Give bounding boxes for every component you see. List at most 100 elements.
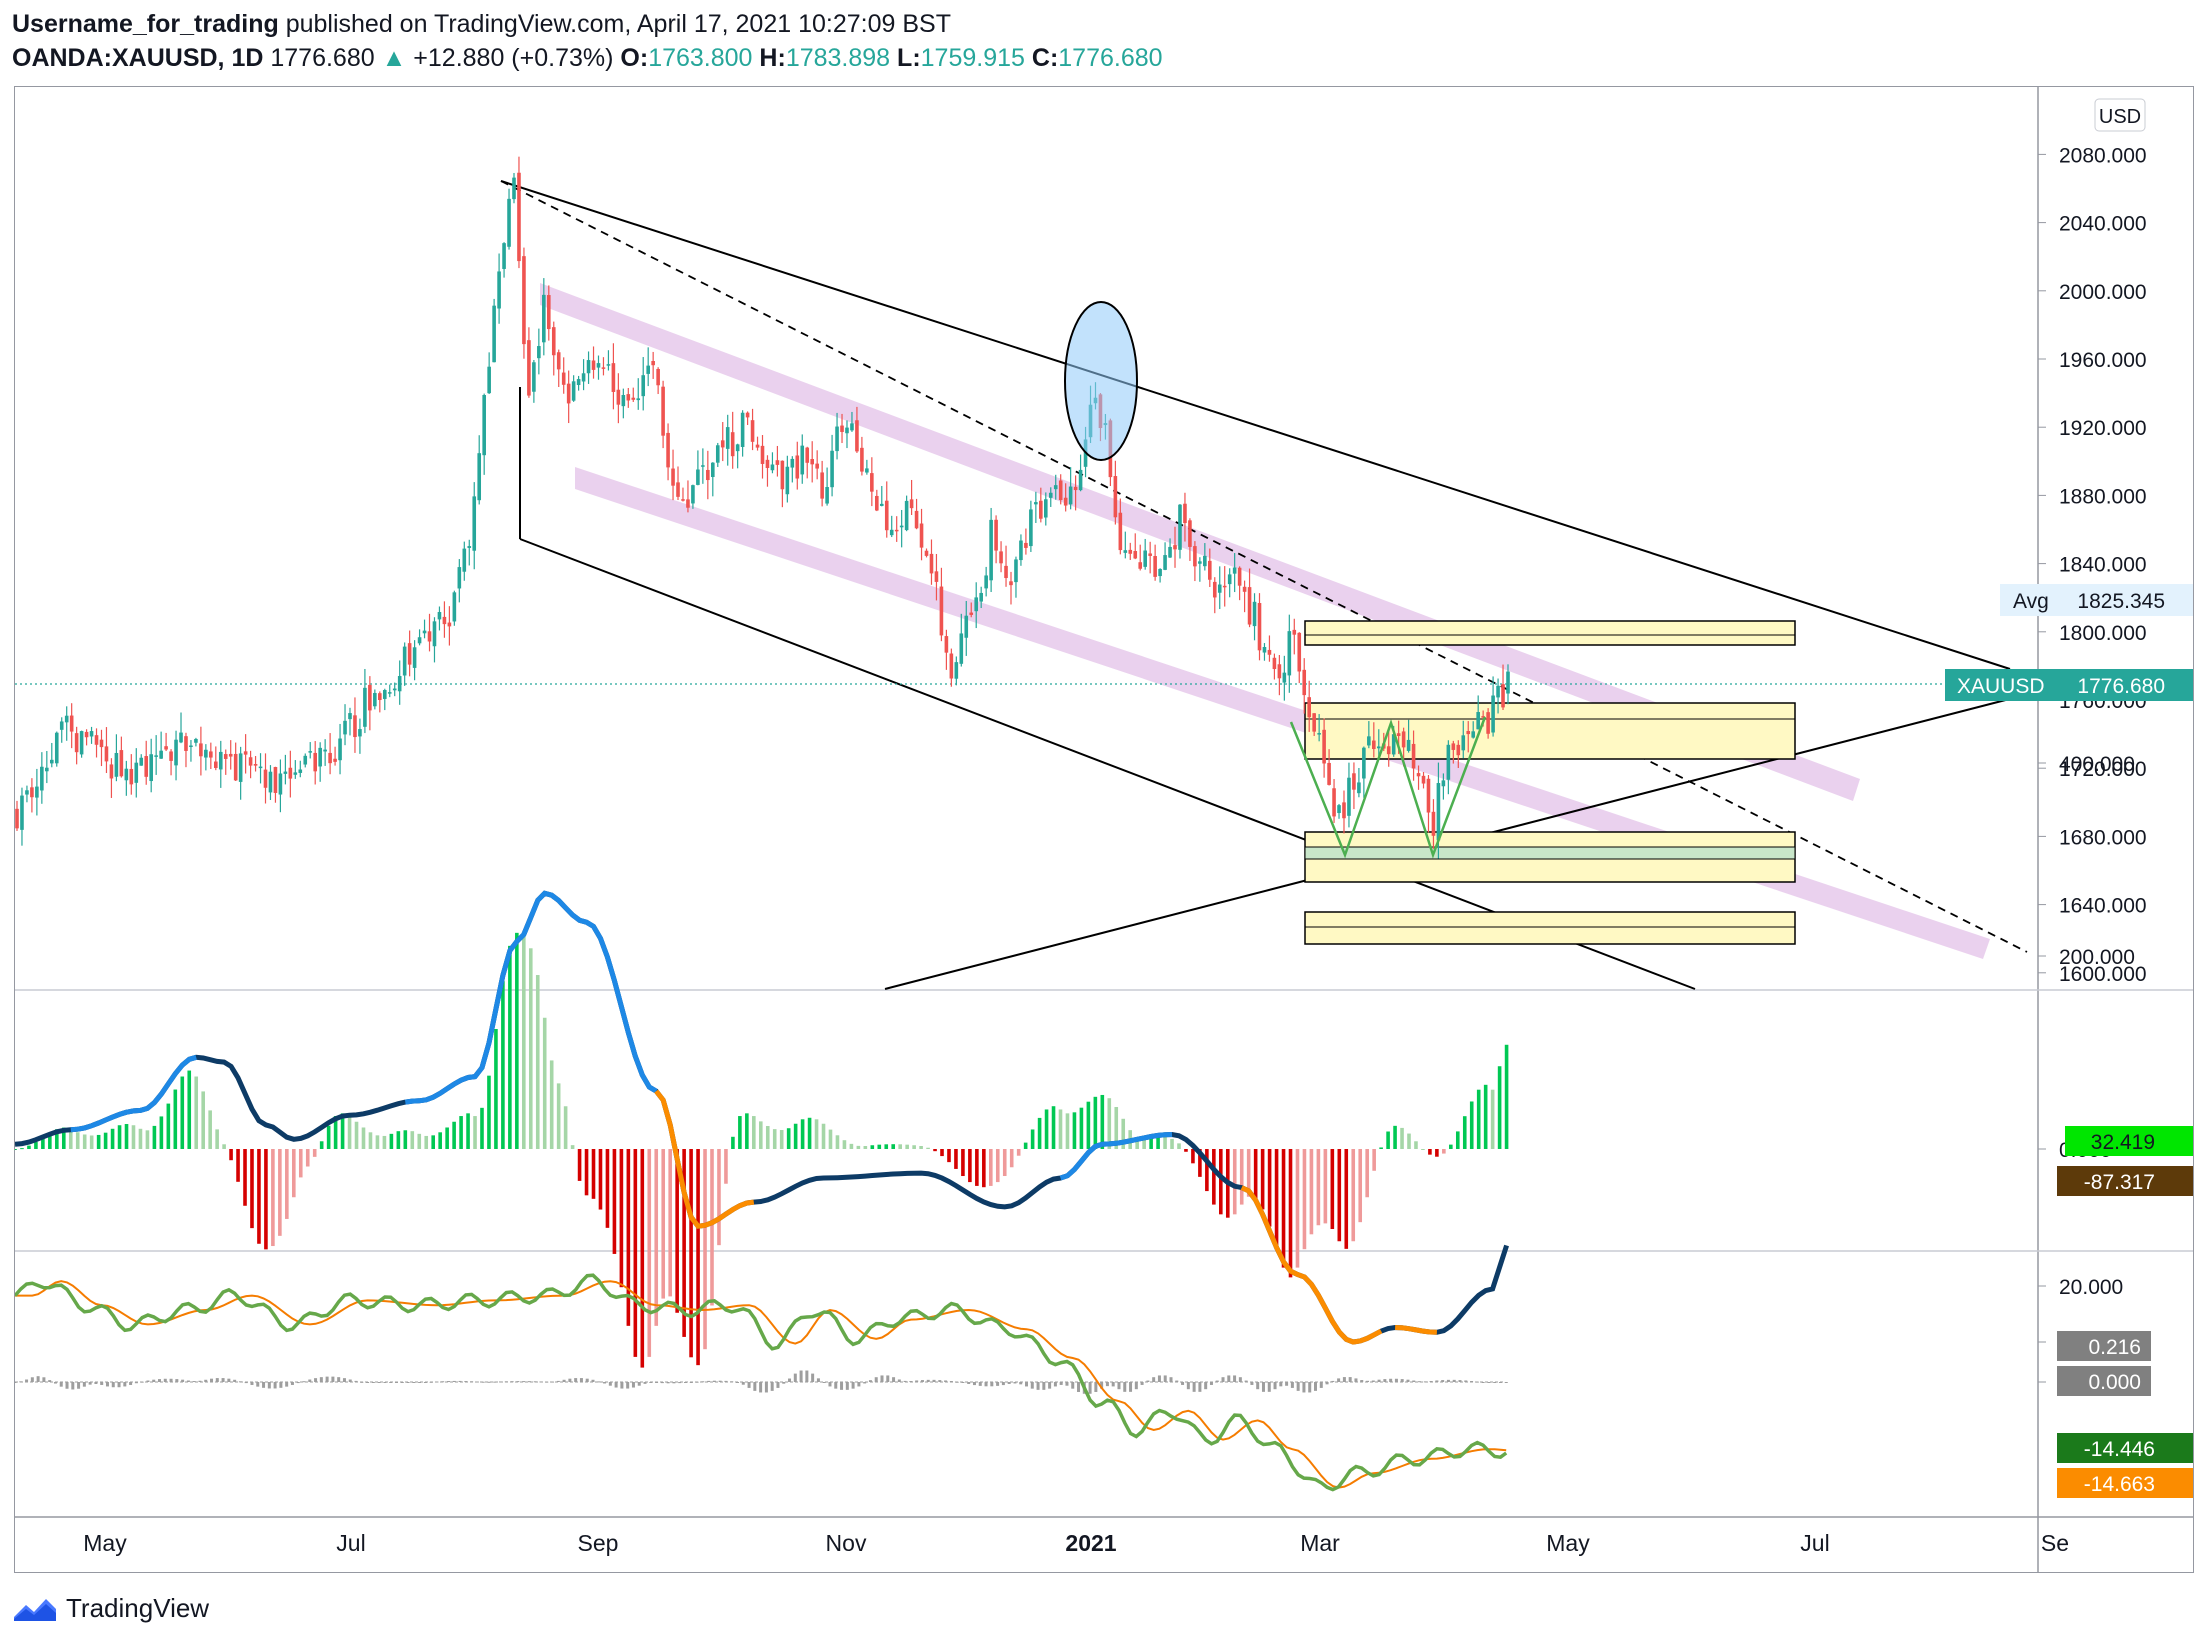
osc-hist-bar	[1371, 1380, 1375, 1382]
candle-body	[1043, 499, 1048, 518]
osc-hist-bar	[863, 1382, 867, 1384]
candle-body	[1188, 520, 1192, 547]
author-name[interactable]: Username_for_trading	[12, 10, 279, 38]
osc-hist-bar	[741, 1382, 745, 1385]
candle-body	[546, 295, 551, 330]
macd-hist-bar	[563, 1106, 568, 1149]
osc-hist-bar	[793, 1373, 797, 1382]
candle-body	[1506, 671, 1510, 694]
macd-hist-bar	[1239, 1149, 1244, 1205]
candle-body	[392, 688, 397, 691]
macd-hist-bar	[1205, 1149, 1209, 1192]
osc-hist-bar	[1418, 1381, 1422, 1383]
macd-hist-bar	[1428, 1149, 1432, 1155]
macd-hist-bar	[1372, 1149, 1376, 1171]
macd-hist-bar	[1407, 1133, 1411, 1149]
time-tick-label: Jul	[1800, 1530, 1829, 1556]
candle-body	[308, 751, 313, 753]
price-tick-label: 1960.000	[2059, 349, 2147, 372]
osc-slow-value: -14.663	[2084, 1473, 2155, 1496]
candle-body	[1053, 485, 1058, 490]
candle-body	[904, 500, 909, 531]
candle-body	[641, 375, 646, 397]
macd-hist-bar	[1323, 1149, 1328, 1224]
price-pane[interactable]: 2080.000 2040.000 2000.000 1960.000 1920.000…	[15, 98, 2193, 990]
time-axis[interactable]: May Jul Sep Nov 2021 Mar May Jul Se	[83, 1530, 2069, 1556]
osc-hist-bar	[568, 1378, 572, 1382]
candle-body	[283, 771, 288, 774]
candle-body	[119, 750, 124, 777]
osc-hist-bar	[117, 1382, 121, 1388]
osc-hist-bar	[314, 1378, 318, 1382]
osc-hist-bar	[1111, 1382, 1115, 1387]
macd-hist-bar	[800, 1119, 805, 1149]
osc-hist-bar	[123, 1382, 127, 1387]
time-tick-label: Nov	[826, 1530, 867, 1556]
candle-body	[268, 771, 273, 793]
candle-body	[666, 432, 670, 468]
candle-body	[735, 444, 740, 452]
chart-svg[interactable]: 2080.000 2040.000 2000.000 1960.000 1920.000…	[13, 87, 2193, 1572]
macd-hist-bar	[1358, 1149, 1363, 1223]
candle-body	[994, 519, 998, 551]
macd-hist-bar	[821, 1123, 826, 1149]
osc-hist-bar	[909, 1381, 913, 1383]
tradingview-logo-icon[interactable]	[12, 1593, 58, 1623]
candle-body	[765, 459, 770, 469]
osc-hist-bar	[799, 1370, 803, 1382]
macd-hist-bar	[173, 1089, 178, 1149]
macd-hist-bar	[1051, 1106, 1056, 1149]
osc-hist-bar	[1088, 1382, 1092, 1394]
price-tick-label: 2080.000	[2059, 144, 2147, 167]
osc-hist-bar	[1244, 1380, 1248, 1382]
osc-hist-bar	[1077, 1382, 1081, 1392]
price-badge-symbol: XAUUSD	[1957, 675, 2045, 698]
price-tick-label: 1720.000	[2059, 758, 2147, 781]
macd-hist-bar	[508, 945, 512, 1149]
candle-body	[104, 746, 109, 762]
macd-hist-bar	[292, 1149, 296, 1198]
osc-hist-bar	[100, 1382, 104, 1385]
candle-body	[691, 485, 695, 504]
osc-hist-bar	[1186, 1382, 1190, 1390]
osc-hist-bar	[944, 1380, 948, 1382]
osc-hist-bar	[53, 1382, 57, 1384]
osc-hist-bar	[1129, 1382, 1133, 1392]
double-bottom-pattern	[1289, 716, 1487, 859]
candle-body	[1486, 712, 1490, 734]
osc-hist-bar	[1105, 1382, 1109, 1387]
candle-body	[701, 465, 705, 467]
chart-frame[interactable]: 2080.000 2040.000 2000.000 1960.000 1920.000…	[13, 86, 2194, 1573]
macd-line-segment	[404, 890, 658, 1105]
candle-body	[611, 363, 616, 392]
currency-badge[interactable]	[2094, 98, 2146, 132]
macd-hist-bar	[905, 1144, 909, 1149]
candle-body	[1203, 555, 1207, 567]
osc-hist-bar	[19, 1381, 23, 1383]
candle-body	[711, 462, 715, 478]
osc-hist-bar	[1325, 1382, 1329, 1385]
candle-body	[969, 612, 974, 615]
macd-hist-bar	[954, 1149, 958, 1169]
macd-hist-bar	[1316, 1149, 1321, 1226]
macd-hist-bar	[968, 1149, 972, 1183]
candle-body	[1118, 512, 1123, 551]
osc-hist-badge	[2057, 1331, 2151, 1361]
candle-body	[561, 372, 566, 385]
macd-hist-bar	[1184, 1149, 1188, 1152]
macd-hist-bar	[305, 1149, 310, 1167]
osc-zero-badge	[2057, 1366, 2151, 1396]
candle-body	[1446, 744, 1451, 780]
macd-tick-label: 200.000	[2059, 946, 2135, 969]
candle-body	[477, 453, 482, 501]
price-axis[interactable]: 2080.000 2040.000 2000.000 1960.000 1920.000…	[2038, 144, 2147, 986]
candle-body	[914, 510, 919, 529]
candle-body	[626, 394, 631, 401]
candle-body	[298, 769, 303, 773]
macd-hist-bar	[549, 1060, 554, 1149]
price-tick-label: 2040.000	[2059, 213, 2147, 236]
candle-body	[223, 754, 228, 759]
candle-body	[303, 755, 308, 765]
